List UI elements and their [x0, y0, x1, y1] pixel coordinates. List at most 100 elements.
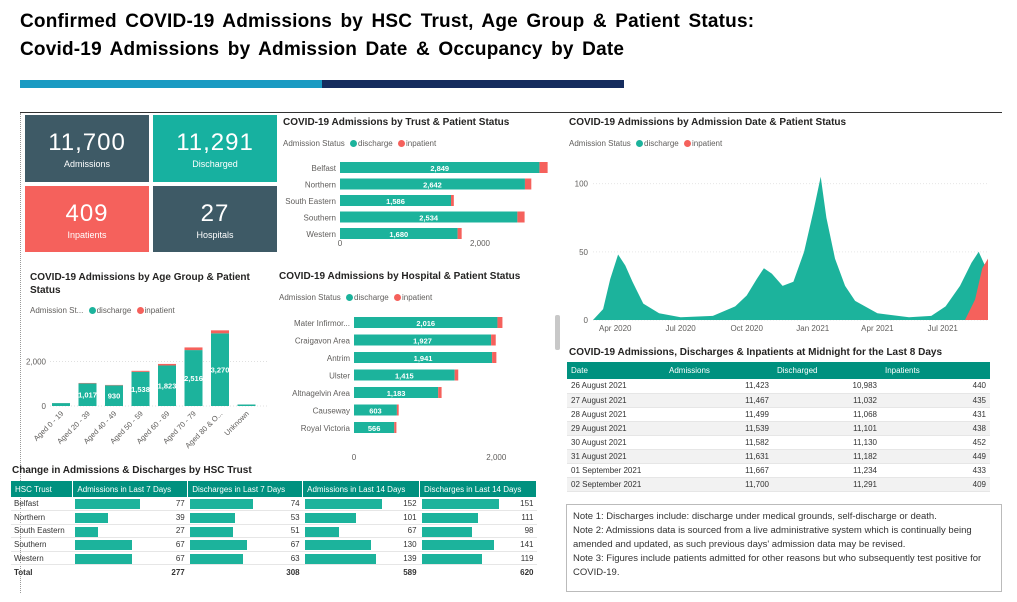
data-bar	[189, 499, 253, 509]
midnight-table-header: Date Admissions Discharged Inpatients	[567, 362, 990, 379]
age-y-tick-label: 2,000	[26, 358, 47, 367]
value-cell: 67	[302, 524, 420, 539]
value-cell: 11,291	[773, 477, 881, 493]
trust-bar-discharge	[340, 195, 452, 206]
value-cell: 11,539	[665, 421, 773, 436]
trust-name-cell: Belfast	[11, 497, 73, 512]
notes-box: Note 1: Discharges include: discharge un…	[566, 504, 1002, 592]
value-cell: 67	[72, 537, 188, 552]
value-cell: 77	[72, 497, 188, 512]
legend-inpatient[interactable]: inpatient	[405, 139, 437, 148]
date-area-inpatient	[965, 258, 988, 320]
value-cell: 11,499	[665, 407, 773, 422]
table-row[interactable]: 27 August 2021 11,467 11,032 435	[567, 393, 990, 408]
hospital-bar-discharge	[354, 422, 395, 433]
date-area-discharge	[593, 176, 988, 320]
change-table-title: Change in Admissions & Discharges by HSC…	[12, 465, 252, 476]
value-cell: 11,467	[665, 393, 773, 408]
column-header-inpatients[interactable]: Inpatients	[881, 362, 990, 379]
date-chart-title: COVID-19 Admissions by Admission Date & …	[569, 117, 847, 128]
note-2-text: Admissions data is sourced from a live a…	[573, 525, 972, 550]
value-cell: 11,234	[773, 463, 881, 479]
kpi-discharged[interactable]: 11,291 Discharged	[153, 115, 277, 182]
table-row[interactable]: 31 August 2021 11,631 11,182 449	[567, 449, 990, 465]
midnight-table: Date Admissions Discharged Inpatients 26…	[567, 362, 990, 493]
cell-value: 67	[175, 540, 185, 550]
value-cell: 435	[881, 393, 990, 408]
legend-inpatient[interactable]: inpatient	[144, 306, 175, 315]
hospital-bar-inpatient	[396, 404, 399, 416]
table-row[interactable]: Northern 39 53 101 111	[11, 510, 537, 525]
value-cell: 440	[881, 379, 990, 394]
column-header-admissions[interactable]: Admissions	[665, 362, 773, 379]
table-row[interactable]: Western 67 63 139 119	[11, 551, 537, 566]
kpi-hospitals[interactable]: 27 Hospitals	[153, 186, 277, 252]
trust-chart: Belfast 2,849 Northern 2,642 South Eastern 1,…	[285, 162, 548, 248]
hospital-data-label: 1,927	[413, 337, 432, 346]
value-cell: 11,130	[773, 435, 881, 450]
cell-value: 141	[520, 540, 534, 550]
legend-discharge[interactable]: discharge	[354, 293, 389, 302]
age-data-label: 3,270	[211, 366, 230, 375]
trust-bar-inpatient	[517, 211, 525, 223]
age-chart-title-line1: COVID-19 Admissions by Age Group & Patie…	[30, 272, 250, 283]
table-row[interactable]: 26 August 2021 11,423 10,983 440	[567, 379, 990, 394]
value-cell: 438	[881, 421, 990, 436]
scrollbar-thumb[interactable]	[555, 315, 560, 350]
table-row[interactable]: 30 August 2021 11,582 11,130 452	[567, 435, 990, 450]
hospital-data-label: 2,016	[416, 319, 435, 328]
table-row[interactable]: 28 August 2021 11,499 11,068 431	[567, 407, 990, 422]
cell-value: 130	[403, 540, 417, 550]
column-header-dis14[interactable]: Discharges in Last 14 Days	[419, 481, 537, 497]
age-bar-discharge	[158, 365, 176, 406]
trust-name-cell: Northern	[11, 510, 73, 525]
legend-discharge[interactable]: discharge	[644, 139, 679, 148]
trust-data-label: 1,680	[389, 230, 408, 239]
column-header-trust[interactable]: HSC Trust	[11, 481, 74, 497]
age-bar-discharge	[78, 383, 97, 406]
value-cell: 589	[303, 565, 420, 579]
table-row[interactable]: 29 August 2021 11,539 11,101 438	[567, 421, 990, 436]
trust-category-label: Southern	[304, 214, 336, 223]
column-header-dis7[interactable]: Discharges in Last 7 Days	[187, 481, 304, 497]
table-row[interactable]: Belfast 77 74 152 151	[11, 497, 537, 512]
column-header-adm14[interactable]: Admissions in Last 14 Days	[302, 481, 421, 497]
header-accent-bar-dark	[322, 80, 624, 88]
column-header-date[interactable]: Date	[567, 362, 665, 379]
inpatient-dot-icon	[393, 294, 401, 301]
legend-discharge[interactable]: discharge	[96, 306, 132, 315]
value-cell: 11,423	[665, 379, 773, 394]
data-bar	[304, 540, 372, 551]
data-bar	[421, 526, 472, 537]
hospital-category-label: Ulster	[329, 372, 350, 381]
value-cell: 620	[420, 565, 537, 579]
report-left-border	[20, 113, 21, 593]
legend-inpatient[interactable]: inpatient	[691, 139, 723, 148]
report-top-rule	[20, 112, 1002, 113]
table-row[interactable]: 01 September 2021 11,667 11,234 433	[567, 463, 990, 479]
kpi-inpatients[interactable]: 409 Inpatients	[25, 186, 149, 252]
hospital-category-label: Mater Infirmor...	[294, 319, 350, 328]
value-cell: 130	[302, 537, 420, 552]
data-bar	[304, 553, 376, 564]
table-row[interactable]: South Eastern 27 51 67 98	[11, 524, 537, 539]
table-row[interactable]: 02 September 2021 11,700 11,291 409	[567, 477, 990, 493]
age-bar-discharge	[211, 333, 229, 406]
cell-value: 63	[290, 553, 300, 563]
legend-discharge[interactable]: discharge	[358, 139, 393, 148]
legend-inpatient[interactable]: inpatient	[401, 293, 433, 302]
kpi-admissions[interactable]: 11,700 Admissions	[25, 115, 149, 182]
value-cell: 11,700	[665, 477, 773, 493]
trust-name-cell: Western	[11, 551, 73, 566]
kpi-inpatients-label: Inpatients	[67, 230, 107, 240]
value-cell: 452	[881, 435, 990, 450]
data-bar	[74, 540, 132, 551]
hospital-bar-inpatient	[394, 422, 397, 433]
date-cell: 26 August 2021	[567, 379, 665, 394]
table-row[interactable]: Southern 67 67 130 141	[11, 537, 537, 552]
trust-bar-inpatient	[457, 228, 462, 239]
discharge-dot-icon	[350, 140, 358, 147]
column-header-adm7[interactable]: Admissions in Last 7 Days	[72, 481, 189, 497]
table-total-row[interactable]: Total 277 308 589 620	[11, 565, 537, 579]
column-header-discharged[interactable]: Discharged	[773, 362, 881, 379]
